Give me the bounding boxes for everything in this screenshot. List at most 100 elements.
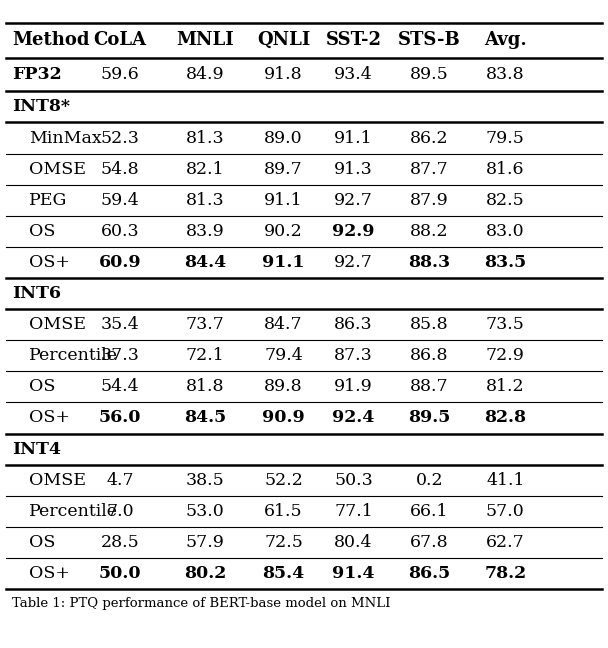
Text: 81.8: 81.8	[185, 378, 224, 395]
Text: 88.7: 88.7	[410, 378, 449, 395]
Text: 78.2: 78.2	[485, 565, 527, 582]
Text: 38.5: 38.5	[185, 472, 224, 489]
Text: MinMax: MinMax	[29, 130, 102, 146]
Text: 81.2: 81.2	[486, 378, 525, 395]
Text: 37.3: 37.3	[101, 347, 140, 364]
Text: 86.5: 86.5	[409, 565, 451, 582]
Text: Avg.: Avg.	[484, 31, 527, 49]
Text: SST-2: SST-2	[326, 31, 382, 49]
Text: 50.3: 50.3	[334, 472, 373, 489]
Text: 83.0: 83.0	[486, 223, 525, 240]
Text: 72.1: 72.1	[185, 347, 224, 364]
Text: OMSE: OMSE	[29, 316, 86, 333]
Text: 54.4: 54.4	[101, 378, 139, 395]
Text: INT6: INT6	[12, 285, 61, 302]
Text: CoLA: CoLA	[94, 31, 147, 49]
Text: 91.8: 91.8	[264, 66, 303, 83]
Text: 91.3: 91.3	[334, 161, 373, 178]
Text: 53.0: 53.0	[185, 503, 224, 520]
Text: 80.4: 80.4	[334, 534, 373, 551]
Text: 89.5: 89.5	[409, 410, 451, 426]
Text: 77.1: 77.1	[334, 503, 373, 520]
Text: STS-B: STS-B	[398, 31, 461, 49]
Text: 73.7: 73.7	[185, 316, 224, 333]
Text: 82.5: 82.5	[486, 192, 525, 209]
Text: 92.7: 92.7	[334, 254, 373, 271]
Text: 72.5: 72.5	[264, 534, 303, 551]
Text: 86.3: 86.3	[334, 316, 373, 333]
Text: 89.8: 89.8	[264, 378, 303, 395]
Text: 41.1: 41.1	[486, 472, 525, 489]
Text: 84.4: 84.4	[184, 254, 226, 271]
Text: 4.7: 4.7	[106, 472, 134, 489]
Text: PEG: PEG	[29, 192, 67, 209]
Text: 79.4: 79.4	[264, 347, 303, 364]
Text: 35.4: 35.4	[101, 316, 139, 333]
Text: OMSE: OMSE	[29, 161, 86, 178]
Text: 56.0: 56.0	[99, 410, 142, 426]
Text: 57.9: 57.9	[185, 534, 224, 551]
Text: 81.6: 81.6	[486, 161, 525, 178]
Text: INT8*: INT8*	[12, 98, 70, 115]
Text: Percentile: Percentile	[29, 503, 118, 520]
Text: 52.3: 52.3	[101, 130, 140, 146]
Text: 7.0: 7.0	[106, 503, 134, 520]
Text: 82.8: 82.8	[485, 410, 527, 426]
Text: OS+: OS+	[29, 410, 70, 426]
Text: 79.5: 79.5	[486, 130, 525, 146]
Text: 89.5: 89.5	[410, 66, 449, 83]
Text: Method: Method	[12, 31, 89, 49]
Text: 60.9: 60.9	[99, 254, 142, 271]
Text: 90.9: 90.9	[262, 410, 305, 426]
Text: 67.8: 67.8	[410, 534, 449, 551]
Text: 52.2: 52.2	[264, 472, 303, 489]
Text: 60.3: 60.3	[101, 223, 139, 240]
Text: 72.9: 72.9	[486, 347, 525, 364]
Text: MNLI: MNLI	[176, 31, 233, 49]
Text: 87.9: 87.9	[410, 192, 449, 209]
Text: 66.1: 66.1	[410, 503, 449, 520]
Text: 86.8: 86.8	[410, 347, 449, 364]
Text: 0.2: 0.2	[416, 472, 443, 489]
Text: FP32: FP32	[12, 66, 62, 83]
Text: Percentile: Percentile	[29, 347, 118, 364]
Text: 80.2: 80.2	[184, 565, 226, 582]
Text: Table 1: PTQ performance of BERT-base model on MNLI: Table 1: PTQ performance of BERT-base mo…	[12, 597, 391, 610]
Text: INT4: INT4	[12, 441, 61, 457]
Text: 92.4: 92.4	[333, 410, 375, 426]
Text: 85.4: 85.4	[263, 565, 305, 582]
Text: 86.2: 86.2	[410, 130, 449, 146]
Text: 89.7: 89.7	[264, 161, 303, 178]
Text: OS: OS	[29, 223, 55, 240]
Text: 28.5: 28.5	[101, 534, 139, 551]
Text: 59.4: 59.4	[101, 192, 139, 209]
Text: 91.9: 91.9	[334, 378, 373, 395]
Text: 50.0: 50.0	[99, 565, 142, 582]
Text: 91.1: 91.1	[264, 192, 303, 209]
Text: QNLI: QNLI	[257, 31, 310, 49]
Text: OS+: OS+	[29, 565, 70, 582]
Text: 54.8: 54.8	[101, 161, 139, 178]
Text: 91.4: 91.4	[333, 565, 375, 582]
Text: OMSE: OMSE	[29, 472, 86, 489]
Text: 85.8: 85.8	[410, 316, 449, 333]
Text: 82.1: 82.1	[185, 161, 224, 178]
Text: 87.3: 87.3	[334, 347, 373, 364]
Text: 59.6: 59.6	[101, 66, 139, 83]
Text: 90.2: 90.2	[264, 223, 303, 240]
Text: 93.4: 93.4	[334, 66, 373, 83]
Text: 91.1: 91.1	[334, 130, 373, 146]
Text: OS+: OS+	[29, 254, 70, 271]
Text: 91.1: 91.1	[262, 254, 305, 271]
Text: 83.9: 83.9	[185, 223, 224, 240]
Text: 89.0: 89.0	[264, 130, 303, 146]
Text: 87.7: 87.7	[410, 161, 449, 178]
Text: 88.2: 88.2	[410, 223, 449, 240]
Text: 57.0: 57.0	[486, 503, 525, 520]
Text: 84.7: 84.7	[264, 316, 303, 333]
Text: 92.7: 92.7	[334, 192, 373, 209]
Text: 81.3: 81.3	[185, 192, 224, 209]
Text: 84.5: 84.5	[184, 410, 226, 426]
Text: 61.5: 61.5	[264, 503, 303, 520]
Text: 81.3: 81.3	[185, 130, 224, 146]
